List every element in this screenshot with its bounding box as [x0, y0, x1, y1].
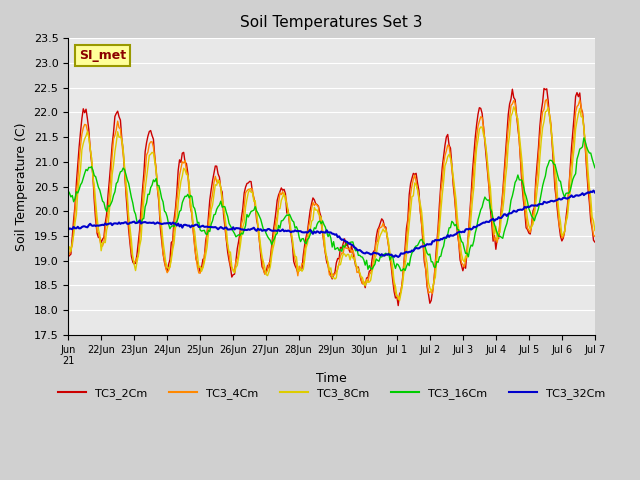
X-axis label: Time: Time — [316, 372, 347, 385]
Title: Soil Temperatures Set 3: Soil Temperatures Set 3 — [240, 15, 423, 30]
Text: SI_met: SI_met — [79, 49, 126, 62]
Y-axis label: Soil Temperature (C): Soil Temperature (C) — [15, 122, 28, 251]
Legend: TC3_2Cm, TC3_4Cm, TC3_8Cm, TC3_16Cm, TC3_32Cm: TC3_2Cm, TC3_4Cm, TC3_8Cm, TC3_16Cm, TC3… — [53, 384, 610, 404]
